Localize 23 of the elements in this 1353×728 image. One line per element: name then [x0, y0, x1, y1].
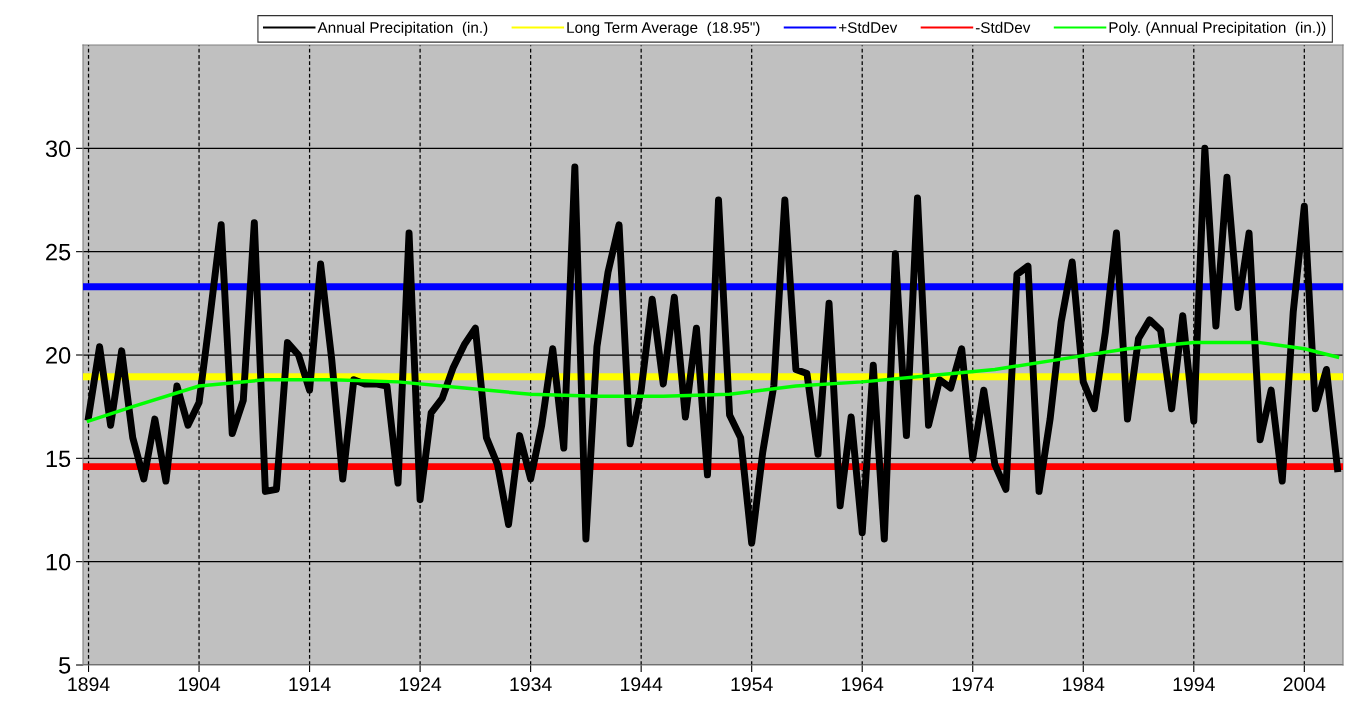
x-tick-label: 1984: [1063, 677, 1105, 692]
x-tick-label: 1894: [68, 677, 110, 692]
legend-label: -StdDev: [975, 21, 1031, 33]
legend-label: Long Term Average (18.95"): [567, 21, 760, 36]
legend-label: Annual Precipitation (in.): [317, 21, 488, 36]
x-tick-label: 1904: [178, 677, 221, 692]
x-tick-label: 1974: [952, 677, 994, 692]
x-tick-label: 1914: [289, 677, 331, 692]
x-tick-label: 2004: [1283, 677, 1326, 692]
x-tick-label: 1944: [621, 677, 663, 692]
y-tick-label: 20: [46, 347, 71, 364]
x-tick-label: 1964: [842, 677, 884, 692]
x-tick-label: 1994: [1173, 677, 1215, 692]
y-tick-label: 30: [45, 140, 71, 158]
y-tick-label: 5: [59, 657, 71, 674]
legend-label: +StdDev: [839, 21, 898, 33]
x-tick-label: 1934: [510, 677, 552, 692]
y-tick-label: 15: [46, 450, 71, 468]
legend-label: Poly. (Annual Precipitation (in.)): [1109, 21, 1326, 36]
x-tick-label: 1954: [731, 677, 773, 692]
x-tick-label: 1924: [399, 677, 442, 692]
y-tick-label: 25: [46, 243, 71, 261]
y-tick-label: 10: [46, 553, 71, 571]
